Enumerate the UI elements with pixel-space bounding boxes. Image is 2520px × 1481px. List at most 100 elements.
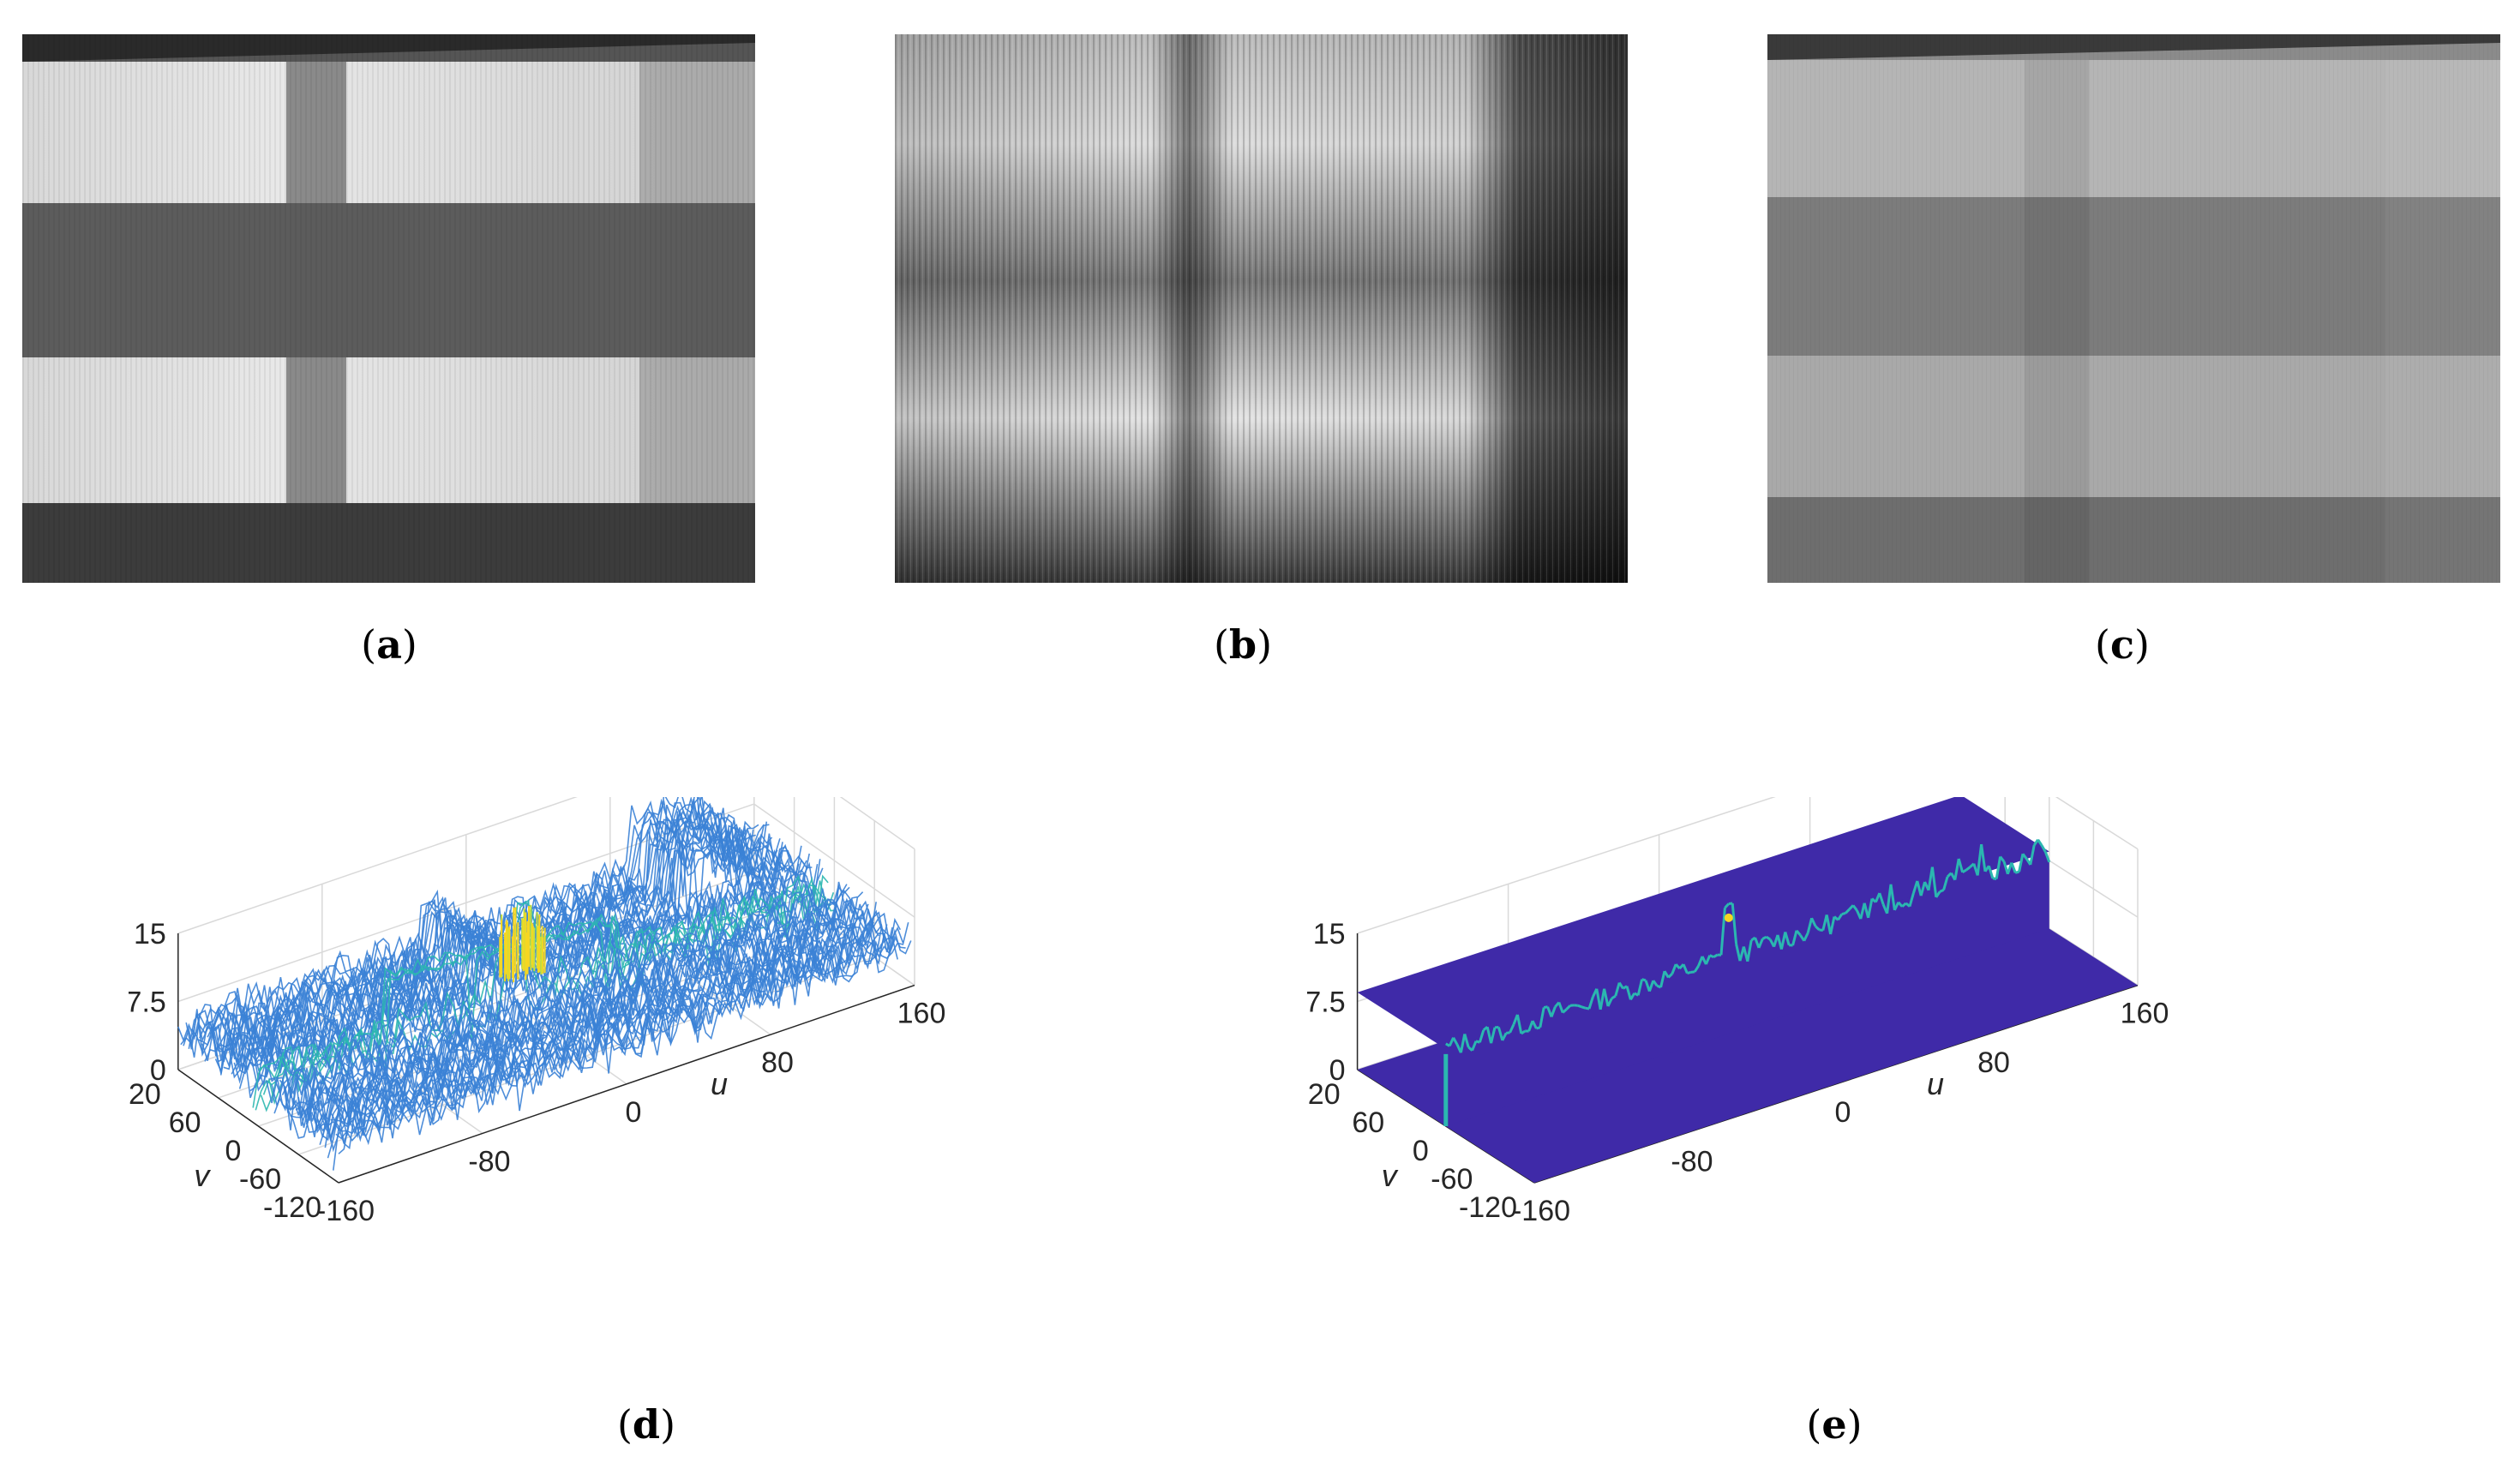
wall-edge bbox=[1779, 932, 1787, 950]
wall-edge bbox=[1603, 988, 1610, 1007]
wall-edge bbox=[1803, 932, 1809, 942]
wall-edge bbox=[1585, 1006, 1590, 1010]
wall-edge bbox=[1478, 1029, 1485, 1043]
v-tick-label: 0 bbox=[225, 1135, 241, 1167]
caption-e-letter: e bbox=[1821, 1401, 1847, 1448]
original-ir-image bbox=[22, 34, 755, 583]
u-tick-label: 160 bbox=[2121, 998, 2169, 1030]
wall-edge bbox=[1471, 1040, 1478, 1052]
caption-e-open: ( bbox=[1806, 1401, 1822, 1448]
v-tick-label: -60 bbox=[239, 1163, 281, 1196]
surface-row bbox=[262, 884, 837, 1106]
wall-edge bbox=[1942, 876, 1949, 890]
grid-line bbox=[2055, 797, 2139, 850]
v-axis-line bbox=[177, 1069, 339, 1184]
axes-box bbox=[177, 797, 915, 1184]
wall-edge bbox=[1965, 866, 1971, 872]
wall-edge bbox=[1757, 938, 1764, 949]
wall-edge bbox=[1761, 935, 1767, 940]
grid-line bbox=[258, 927, 835, 1127]
surface-row bbox=[338, 928, 912, 1154]
wall-edge bbox=[1636, 979, 1644, 996]
wall-edge bbox=[2037, 838, 2043, 847]
u-tick-label: 80 bbox=[761, 1046, 794, 1079]
wall-edge bbox=[1806, 917, 1814, 933]
wall-edge bbox=[1939, 889, 1945, 893]
surface-mesh bbox=[177, 797, 912, 1171]
wall-edge bbox=[1652, 980, 1659, 987]
surface-row bbox=[185, 797, 759, 1057]
wall-edge bbox=[1587, 996, 1594, 1010]
wall-edge bbox=[1814, 925, 1821, 931]
wall-edge bbox=[1565, 1004, 1572, 1010]
wall-edge bbox=[1709, 954, 1714, 959]
wall-edge bbox=[1520, 1029, 1527, 1035]
peak-marker bbox=[1724, 913, 1733, 922]
wall-edge bbox=[2010, 862, 2017, 873]
wall-edge bbox=[1878, 892, 1885, 905]
wall-edge bbox=[1647, 980, 1655, 992]
surface-row bbox=[303, 902, 877, 1142]
z-tick-label: 0 bbox=[150, 1054, 166, 1087]
v-tick-label: -120 bbox=[263, 1191, 321, 1224]
panel-a-image bbox=[22, 34, 755, 583]
wall-edge bbox=[1501, 1032, 1508, 1041]
wall-edge bbox=[1746, 939, 1753, 962]
wall-edge bbox=[1659, 970, 1666, 988]
wall-edge bbox=[1908, 892, 1915, 908]
caption-b: (b) bbox=[1157, 621, 1329, 668]
wall-edge bbox=[1705, 955, 1712, 965]
wall-edge bbox=[1735, 944, 1742, 962]
wall-edge bbox=[1935, 890, 1941, 898]
block-front-wall bbox=[1445, 839, 2049, 1126]
wall-edge bbox=[1819, 928, 1824, 932]
caption-d: (d) bbox=[561, 1401, 732, 1448]
wall-edge bbox=[1825, 914, 1833, 935]
surface-row bbox=[324, 936, 898, 1148]
u-tick-label: -160 bbox=[1512, 1195, 1570, 1227]
u-axis-label: u bbox=[711, 1066, 728, 1101]
wall-edge bbox=[1562, 1008, 1568, 1014]
surface-row bbox=[333, 933, 906, 1171]
caption-b-letter: b bbox=[1228, 621, 1257, 668]
wall-edge bbox=[1490, 1027, 1497, 1044]
grid-line bbox=[177, 797, 578, 934]
wall-edge bbox=[1829, 916, 1836, 935]
wall-edge bbox=[1682, 963, 1689, 974]
wall-edge bbox=[1497, 1027, 1504, 1041]
wall-edge bbox=[1617, 981, 1624, 990]
wall-edge bbox=[1452, 1036, 1459, 1046]
wall-edge bbox=[1901, 902, 1907, 908]
wall-edge bbox=[2040, 844, 2047, 853]
z-tick-label: 15 bbox=[134, 918, 166, 950]
wall-edge bbox=[2018, 853, 2025, 872]
wall-edge bbox=[1693, 965, 1700, 973]
wall-edge bbox=[1543, 1005, 1548, 1009]
wall-edge bbox=[1611, 994, 1617, 1000]
caption-c-close: ) bbox=[2134, 621, 2150, 668]
wall-edge bbox=[1671, 963, 1677, 974]
caption-e-close: ) bbox=[1846, 1401, 1863, 1448]
caption-b-close: ) bbox=[1257, 621, 1273, 668]
wall-edge bbox=[1577, 1004, 1582, 1009]
v-tick-label: 120 bbox=[1307, 1078, 1341, 1111]
wall-edge bbox=[1897, 901, 1904, 908]
wall-edge bbox=[2029, 844, 2036, 866]
surface-mesh bbox=[1357, 797, 2138, 1183]
surface-row bbox=[316, 912, 891, 1153]
wall-edge bbox=[1667, 973, 1673, 979]
caption-a-letter: a bbox=[376, 621, 402, 668]
wall-edge bbox=[1606, 998, 1613, 1007]
surface-row bbox=[238, 858, 813, 1089]
grid-line bbox=[753, 803, 915, 918]
v-tick-label: -60 bbox=[1431, 1163, 1473, 1196]
z-tick-label: 7.5 bbox=[1307, 986, 1346, 1019]
wall-edge bbox=[1687, 970, 1692, 974]
caption-e: (e) bbox=[1749, 1401, 1920, 1448]
wall-edge bbox=[1889, 884, 1896, 911]
v-tick-label: 60 bbox=[169, 1106, 201, 1139]
u-axis-label: u bbox=[1927, 1066, 1944, 1101]
z-tick-label: 15 bbox=[1313, 918, 1346, 950]
